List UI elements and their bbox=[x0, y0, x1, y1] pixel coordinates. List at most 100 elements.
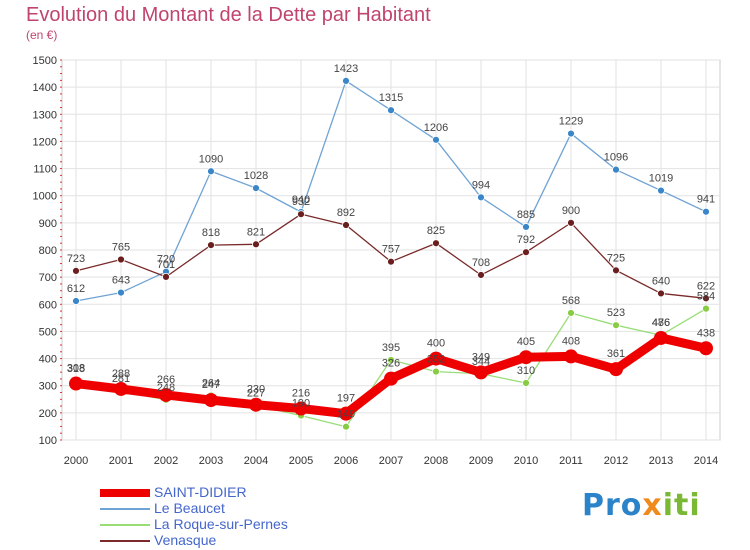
data-point bbox=[384, 371, 398, 386]
data-label: 900 bbox=[562, 205, 580, 217]
y-minor-tick bbox=[60, 120, 62, 122]
x-tick-label: 2002 bbox=[154, 455, 178, 467]
data-label: 708 bbox=[472, 257, 490, 269]
data-label: 149 bbox=[337, 409, 355, 421]
y-minor-tick bbox=[60, 202, 62, 203]
y-minor-tick bbox=[60, 215, 62, 217]
data-point bbox=[387, 257, 395, 266]
y-minor-tick bbox=[60, 303, 62, 305]
y-minor-tick bbox=[60, 242, 62, 244]
y-minor-tick bbox=[60, 140, 62, 142]
data-label: 361 bbox=[607, 348, 625, 360]
data-point bbox=[252, 184, 260, 193]
data-label: 438 bbox=[697, 327, 715, 339]
legend-swatch bbox=[100, 524, 150, 526]
legend-label: La Roque-sur-Pernes bbox=[154, 516, 288, 532]
data-point bbox=[342, 77, 350, 85]
y-minor-tick bbox=[60, 256, 62, 258]
data-label: 1090 bbox=[199, 153, 223, 165]
data-label: 288 bbox=[112, 368, 130, 380]
data-label: 1206 bbox=[424, 122, 448, 134]
x-tick-label: 2008 bbox=[424, 455, 448, 467]
x-tick-label: 2000 bbox=[64, 455, 88, 467]
y-minor-tick bbox=[60, 310, 62, 312]
chart-title: Evolution du Montant de la Dette par Hab… bbox=[26, 4, 431, 26]
y-minor-tick bbox=[60, 66, 62, 68]
data-point bbox=[387, 356, 395, 364]
data-label: 400 bbox=[427, 338, 445, 350]
y-minor-tick bbox=[60, 127, 62, 129]
logo-part-3: iti bbox=[662, 488, 701, 523]
data-label: 994 bbox=[472, 179, 490, 191]
data-label: 264 bbox=[202, 377, 220, 389]
data-label: 1028 bbox=[244, 170, 268, 182]
x-tick-label: 2005 bbox=[289, 455, 313, 467]
data-point bbox=[609, 362, 623, 377]
y-minor-tick bbox=[60, 392, 62, 393]
y-tick-label: 1100 bbox=[33, 164, 57, 176]
y-minor-tick bbox=[60, 249, 62, 251]
y-minor-tick bbox=[60, 174, 62, 176]
data-point bbox=[162, 272, 170, 281]
data-point bbox=[522, 379, 530, 387]
data-label: 230 bbox=[247, 384, 265, 396]
data-point bbox=[339, 406, 353, 421]
legend-swatch bbox=[100, 540, 150, 542]
data-point bbox=[69, 376, 83, 391]
proxiti-logo: Proxiti bbox=[582, 488, 701, 523]
y-minor-tick bbox=[60, 405, 62, 407]
data-label: 640 bbox=[652, 275, 670, 287]
y-tick-label: 1500 bbox=[33, 55, 57, 67]
y-minor-tick bbox=[60, 134, 62, 136]
y-minor-tick bbox=[60, 269, 62, 271]
data-label: 940 bbox=[292, 194, 310, 206]
data-point bbox=[657, 186, 665, 195]
data-point bbox=[429, 351, 443, 366]
x-tick-label: 2009 bbox=[469, 455, 493, 467]
y-minor-tick bbox=[60, 107, 62, 108]
y-minor-tick bbox=[60, 351, 62, 353]
data-point bbox=[117, 288, 125, 297]
data-point bbox=[612, 165, 620, 174]
data-point bbox=[699, 341, 713, 356]
data-label: 720 bbox=[157, 254, 175, 266]
legend-swatch bbox=[100, 489, 150, 497]
y-minor-tick bbox=[60, 188, 62, 190]
data-point bbox=[159, 387, 173, 402]
y-minor-tick bbox=[60, 290, 62, 292]
y-minor-tick bbox=[60, 147, 62, 149]
data-label: 825 bbox=[427, 225, 445, 237]
y-minor-tick bbox=[60, 181, 62, 183]
data-label: 476 bbox=[652, 317, 670, 329]
legend-swatch bbox=[100, 508, 150, 510]
y-minor-tick bbox=[60, 378, 62, 380]
data-point bbox=[207, 167, 215, 176]
y-tick-label: 800 bbox=[39, 245, 57, 257]
data-label: 349 bbox=[472, 351, 490, 363]
data-label: 792 bbox=[517, 234, 535, 246]
data-label: 352 bbox=[427, 354, 445, 366]
y-minor-tick bbox=[60, 195, 62, 197]
x-tick-label: 2007 bbox=[379, 455, 403, 467]
data-point bbox=[252, 240, 260, 249]
data-point bbox=[207, 241, 215, 250]
y-tick-label: 400 bbox=[39, 354, 57, 366]
y-tick-label: 900 bbox=[39, 218, 57, 230]
data-label: 612 bbox=[67, 283, 85, 295]
y-tick-label: 1000 bbox=[33, 191, 57, 203]
data-point bbox=[567, 129, 575, 138]
data-label: 405 bbox=[517, 336, 535, 348]
data-point bbox=[477, 271, 485, 279]
y-minor-tick bbox=[60, 222, 62, 224]
data-point bbox=[519, 350, 533, 365]
data-label: 701 bbox=[157, 259, 175, 271]
legend-label: Venasque bbox=[154, 532, 217, 548]
data-label: 1096 bbox=[604, 152, 628, 164]
y-tick-label: 1200 bbox=[33, 136, 57, 148]
data-point bbox=[387, 106, 395, 115]
data-label: 197 bbox=[337, 393, 355, 405]
data-label: 308 bbox=[67, 363, 85, 375]
data-point bbox=[432, 239, 440, 248]
data-label: 892 bbox=[337, 207, 355, 219]
